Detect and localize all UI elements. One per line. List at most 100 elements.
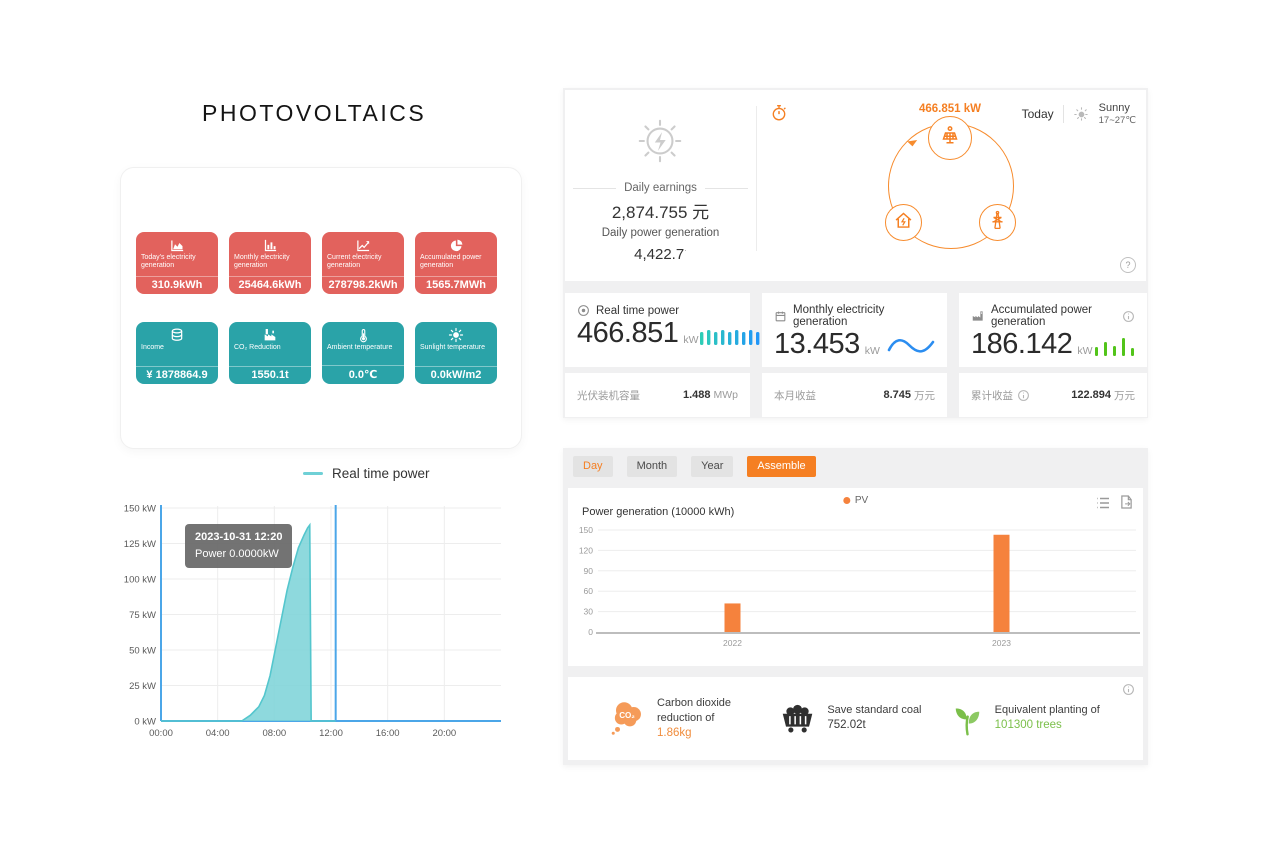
plant-icon bbox=[971, 309, 985, 323]
stat-footer-value: 122.894 bbox=[1071, 389, 1111, 401]
stat-footer-value: 1.488 bbox=[682, 389, 711, 401]
tile-label: Today's electricity generation bbox=[141, 254, 196, 270]
bar-2022[interactable] bbox=[724, 603, 741, 632]
daily-earnings-value: 2,874.755 元 bbox=[611, 203, 710, 222]
info-icon[interactable] bbox=[1122, 683, 1135, 696]
svg-text:90: 90 bbox=[584, 566, 594, 576]
stat-card-title: Monthly electricity generation bbox=[793, 304, 885, 328]
stat-card-footer: 累计收益 122.894 万元 bbox=[959, 373, 1147, 417]
co2-cloud-icon: CO₂ bbox=[608, 698, 648, 738]
info-icon[interactable] bbox=[1122, 310, 1135, 323]
svg-text:2022: 2022 bbox=[723, 638, 742, 648]
weather-widget: Today Sunny 17~27℃ bbox=[1022, 102, 1136, 126]
eco-item-value: 752.02t bbox=[827, 719, 866, 732]
gauge-icon bbox=[577, 304, 590, 317]
bars-green-icon bbox=[1093, 337, 1137, 357]
svg-text:16:00: 16:00 bbox=[376, 728, 400, 739]
thermometer-icon bbox=[356, 327, 371, 343]
weather-temperature-range: 17~27℃ bbox=[1098, 115, 1136, 127]
eco-item: CO₂ Carbon dioxide reduction of 1.86kg bbox=[608, 696, 778, 741]
chart-tooltip: 2023-10-31 12:20 Power 0.0000kW bbox=[185, 524, 293, 569]
stopwatch-icon[interactable] bbox=[770, 104, 788, 127]
vertical-divider bbox=[756, 106, 757, 251]
environment-tiles-row: Income ¥ 1878864.9 CO₂ Reduction 1550.1t Amb… bbox=[136, 322, 497, 384]
tree-icon bbox=[949, 700, 986, 737]
tile-value: 0.0℃ bbox=[322, 365, 404, 384]
tile-label: Income bbox=[141, 344, 164, 351]
summary-tiles-card: Today's electricity generation 310.9kWh Mo… bbox=[120, 167, 522, 449]
info-icon[interactable] bbox=[1017, 389, 1030, 402]
tile-value: ¥ 1878864.9 bbox=[136, 366, 218, 384]
generation-chart-title: Power generation (10000 kWh) bbox=[582, 506, 735, 518]
stat-footer-label: 累计收益 bbox=[971, 389, 1013, 402]
stat-footer-value: 8.745 bbox=[883, 389, 911, 401]
svg-text:0 kW: 0 kW bbox=[134, 717, 156, 728]
flow-direction-arrow-icon bbox=[906, 136, 918, 154]
tooltip-timestamp: 2023-10-31 12:20 bbox=[195, 531, 283, 543]
eco-item-text: Equivalent planting of 101300 trees bbox=[995, 703, 1100, 733]
tab-assemble[interactable]: Assemble bbox=[747, 456, 816, 478]
data-view-icon[interactable] bbox=[1096, 496, 1110, 514]
daily-generation-value: 4,422.7 bbox=[565, 246, 756, 263]
stat-footer-label: 本月收益 bbox=[774, 389, 816, 402]
eco-item-description: Save standard coal bbox=[827, 704, 922, 717]
generation-bar-chart-plot[interactable]: 0 30 60 90 120 150 2022 2023 bbox=[568, 524, 1143, 664]
home-load-node[interactable] bbox=[885, 204, 922, 241]
stat-card-main: Monthly electricity generation 13.453 kW bbox=[762, 293, 947, 367]
tile-label: Accumulated power generation bbox=[420, 254, 482, 270]
solar-power-icon bbox=[633, 114, 687, 173]
transmission-tower-icon bbox=[987, 210, 1008, 236]
svg-text:20:00: 20:00 bbox=[432, 728, 456, 739]
tile-value: 1550.1t bbox=[229, 366, 311, 384]
tab-day[interactable]: Day bbox=[573, 456, 613, 478]
stat-card-main: Real time power 466.851 kW bbox=[565, 293, 766, 367]
bar-2023[interactable] bbox=[993, 534, 1010, 632]
bars-gradient-icon bbox=[699, 328, 771, 346]
tab-month[interactable]: Month bbox=[626, 456, 678, 478]
solar-panel-icon bbox=[938, 124, 962, 153]
tile-label: CO₂ Reduction bbox=[234, 344, 281, 351]
stat-card: Monthly electricity generation 13.453 kW 本月… bbox=[762, 293, 947, 417]
page-title: PHOTOVOLTAICS bbox=[202, 100, 427, 126]
tab-year[interactable]: Year bbox=[691, 456, 734, 478]
power-grid-node[interactable] bbox=[979, 204, 1016, 241]
svg-text:100 kW: 100 kW bbox=[124, 575, 156, 586]
svg-text:04:00: 04:00 bbox=[206, 728, 230, 739]
factory-icon bbox=[262, 327, 278, 343]
stat-footer-unit: 万元 bbox=[914, 389, 935, 402]
tooltip-value: Power 0.0000kW bbox=[195, 548, 279, 561]
summary-tile: Sunlight temperature 0.0kW/m2 bbox=[415, 322, 497, 384]
stat-card-value: 186.142 bbox=[971, 328, 1073, 360]
stat-card: Accumulated power generation 186.142 kW 累计收… bbox=[959, 293, 1147, 417]
stat-footer-label: 光伏装机容量 bbox=[577, 389, 640, 402]
eco-item-value: 1.86kg bbox=[657, 726, 692, 739]
eco-item: Equivalent planting of 101300 trees bbox=[949, 700, 1119, 737]
period-tab-bar: Day Month Year Assemble bbox=[573, 456, 816, 478]
realtime-power-chart-plot[interactable]: 0 kW 25 kW 50 kW 75 kW 100 kW 125 kW 150 kW 00:… bbox=[123, 498, 505, 746]
solar-panel-node[interactable] bbox=[928, 116, 972, 160]
stat-card-footer: 本月收益 8.745 万元 bbox=[762, 373, 947, 417]
pv-legend: PV bbox=[842, 495, 868, 506]
stat-card-unit: kW bbox=[1077, 345, 1093, 357]
generation-tiles-row: Today's electricity generation 310.9kWh Mo… bbox=[136, 232, 497, 294]
realtime-power-chart[interactable]: 0 kW 25 kW 50 kW 75 kW 100 kW 125 kW 150 kW 00:… bbox=[123, 498, 505, 746]
weather-condition: Sunny bbox=[1098, 102, 1130, 114]
eco-item-text: Carbon dioxide reduction of 1.86kg bbox=[657, 696, 778, 741]
summary-tile: CO₂ Reduction 1550.1t bbox=[229, 322, 311, 384]
eco-item-description: Carbon dioxide reduction of bbox=[657, 696, 731, 724]
daily-earnings-label: Daily earnings bbox=[624, 182, 697, 194]
summary-tile: Income ¥ 1878864.9 bbox=[136, 322, 218, 384]
export-icon[interactable] bbox=[1120, 495, 1133, 514]
help-icon[interactable]: ? bbox=[1120, 257, 1136, 273]
svg-text:125 kW: 125 kW bbox=[124, 539, 156, 550]
eco-item-value: 101300 trees bbox=[994, 719, 1062, 732]
coal-cart-icon bbox=[778, 699, 818, 739]
stat-card-value-row: 186.142 kW bbox=[959, 328, 1147, 359]
generation-panel: Day Month Year Assemble PV Power generation… bbox=[563, 448, 1148, 765]
pv-legend-dot bbox=[842, 497, 850, 504]
stat-card-value-row: 13.453 kW bbox=[762, 328, 947, 359]
svg-text:2023: 2023 bbox=[992, 638, 1011, 648]
stat-card: Real time power 466.851 kW 光伏装机容量 1.488 MWp bbox=[565, 293, 766, 417]
svg-text:60: 60 bbox=[584, 586, 594, 596]
svg-text:00:00: 00:00 bbox=[149, 728, 173, 739]
